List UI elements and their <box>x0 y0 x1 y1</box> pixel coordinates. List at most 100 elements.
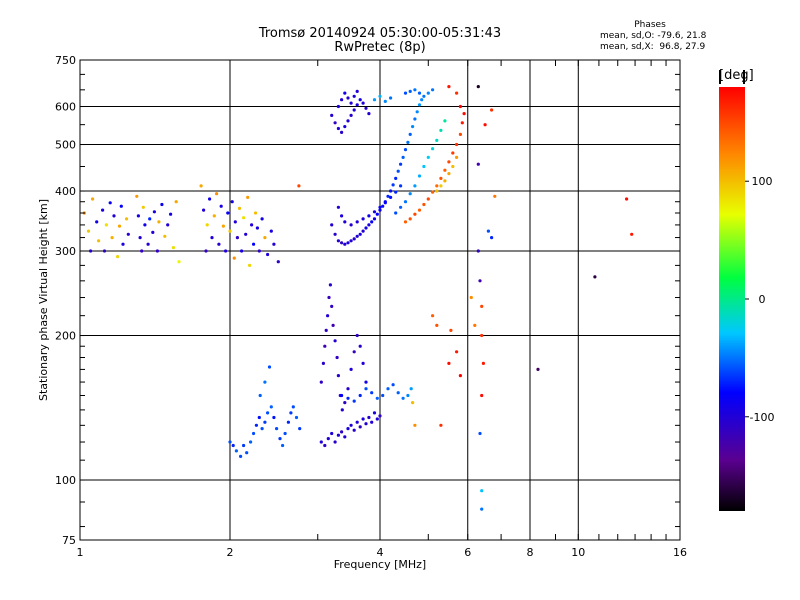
data-point <box>478 279 482 283</box>
data-point <box>358 232 362 236</box>
data-point <box>335 355 339 360</box>
data-point <box>333 121 337 125</box>
data-point <box>426 197 430 201</box>
data-point <box>364 387 368 391</box>
data-point <box>431 314 435 318</box>
data-point <box>422 164 426 169</box>
data-point <box>260 217 264 221</box>
data-point <box>361 217 365 221</box>
data-point <box>367 415 371 420</box>
y-tick-label: 400 <box>55 185 76 198</box>
data-point <box>443 168 447 172</box>
data-point <box>346 396 350 400</box>
data-point <box>413 88 417 92</box>
data-point <box>230 200 234 204</box>
data-point <box>97 239 101 243</box>
data-point <box>378 414 382 418</box>
data-point <box>415 110 419 114</box>
data-point <box>426 155 430 159</box>
data-point <box>252 431 256 436</box>
data-point <box>226 211 230 215</box>
data-point <box>298 427 302 431</box>
data-point <box>330 304 334 308</box>
data-point <box>343 242 347 246</box>
data-point <box>389 96 393 100</box>
data-point <box>473 323 477 327</box>
data-point <box>352 428 356 432</box>
data-point <box>349 101 353 105</box>
data-point <box>231 443 235 448</box>
data-point <box>267 365 272 369</box>
data-point <box>126 232 130 236</box>
data-point <box>394 176 398 180</box>
y-tick-label: 100 <box>55 474 76 487</box>
data-point <box>367 112 371 116</box>
data-point <box>386 194 390 198</box>
data-point <box>346 241 350 245</box>
data-point <box>367 223 371 227</box>
data-point <box>174 200 178 204</box>
data-point <box>367 214 371 218</box>
data-point <box>349 239 353 243</box>
data-point <box>361 417 365 421</box>
colorbar-tick-label: 0 <box>759 293 766 306</box>
data-point <box>199 184 203 188</box>
data-point <box>346 427 350 431</box>
data-point <box>389 195 393 199</box>
data-point <box>447 85 451 89</box>
y-tick-label: 750 <box>55 54 76 67</box>
data-point <box>217 242 221 246</box>
data-point <box>431 147 435 151</box>
data-point <box>331 323 335 327</box>
colorbar-tick-label: 100 <box>752 175 773 188</box>
data-point <box>263 380 267 384</box>
data-point <box>439 176 443 180</box>
data-point <box>286 420 290 424</box>
data-point <box>455 350 459 354</box>
data-point <box>219 204 223 208</box>
data-point <box>413 212 417 216</box>
data-point <box>413 423 417 427</box>
data-point <box>328 283 332 287</box>
data-point <box>355 89 359 93</box>
data-point <box>249 440 253 444</box>
data-point <box>324 328 328 332</box>
x-tick-label: 1 <box>77 546 84 559</box>
data-point <box>435 189 439 193</box>
axis-ticks: 1 2 4 6 8 10 16 75 100 200 300 400 500 600 750 <box>55 54 687 559</box>
data-point <box>375 417 379 421</box>
data-point <box>593 275 597 279</box>
data-point <box>272 242 276 246</box>
data-point <box>294 415 299 420</box>
data-point <box>406 140 410 144</box>
data-point <box>451 151 455 155</box>
data-point <box>146 242 150 246</box>
data-point <box>276 260 280 264</box>
data-point <box>336 374 340 378</box>
data-point <box>355 333 359 338</box>
data-point <box>349 367 353 371</box>
data-point <box>340 214 344 218</box>
data-point <box>358 98 362 102</box>
data-point <box>323 344 327 348</box>
data-point <box>250 223 254 227</box>
data-point <box>361 361 365 365</box>
data-point <box>257 415 261 420</box>
data-point <box>417 174 422 178</box>
data-point <box>435 138 439 142</box>
data-point <box>480 507 484 511</box>
data-point <box>352 94 356 98</box>
data-point <box>420 98 424 102</box>
data-point <box>340 241 344 245</box>
data-point <box>364 422 368 426</box>
data-point <box>447 172 451 176</box>
data-point <box>455 155 459 159</box>
data-point <box>394 211 398 215</box>
data-point <box>383 99 387 103</box>
data-point <box>372 217 377 221</box>
x-axis-label: Frequency [MHz] <box>334 558 426 571</box>
data-point <box>336 104 340 109</box>
data-point <box>125 217 129 221</box>
data-point <box>232 256 236 260</box>
data-point <box>435 184 439 188</box>
